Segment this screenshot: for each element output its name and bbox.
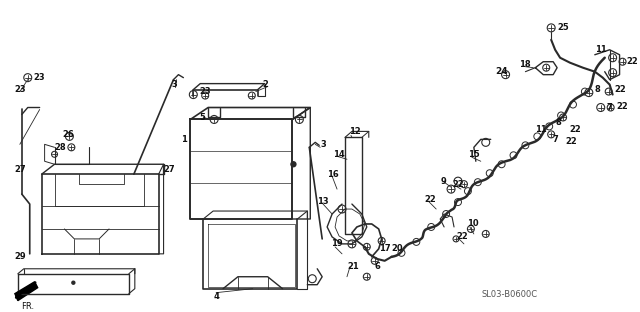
- Circle shape: [364, 243, 371, 250]
- Text: 22: 22: [569, 125, 580, 134]
- Text: 18: 18: [520, 60, 531, 69]
- Text: 15: 15: [468, 150, 479, 159]
- Text: 7: 7: [607, 103, 612, 112]
- Circle shape: [486, 170, 493, 177]
- Circle shape: [474, 179, 481, 186]
- Circle shape: [68, 144, 75, 151]
- Circle shape: [585, 89, 593, 96]
- Text: 9: 9: [440, 177, 446, 186]
- Circle shape: [609, 69, 616, 77]
- Circle shape: [548, 131, 555, 138]
- Text: 8: 8: [595, 85, 600, 94]
- Text: 21: 21: [347, 262, 358, 271]
- Circle shape: [546, 123, 553, 130]
- Circle shape: [248, 92, 255, 99]
- Text: SL03-B0600C: SL03-B0600C: [482, 290, 538, 299]
- Text: 28: 28: [54, 143, 66, 152]
- Circle shape: [454, 177, 462, 185]
- Text: 27: 27: [164, 165, 175, 174]
- Circle shape: [443, 211, 449, 217]
- Text: 17: 17: [379, 244, 390, 253]
- Text: 26: 26: [63, 130, 74, 139]
- Text: 2: 2: [262, 80, 269, 89]
- Text: 22: 22: [616, 102, 628, 111]
- Circle shape: [467, 226, 474, 232]
- Text: 19: 19: [331, 239, 343, 248]
- Circle shape: [570, 101, 577, 108]
- Circle shape: [428, 223, 435, 231]
- Circle shape: [65, 132, 74, 140]
- Circle shape: [557, 112, 564, 119]
- Circle shape: [498, 161, 505, 168]
- Circle shape: [483, 231, 489, 237]
- Circle shape: [348, 240, 356, 248]
- Text: 20: 20: [392, 244, 403, 253]
- Circle shape: [24, 74, 32, 82]
- Text: 24: 24: [495, 67, 508, 76]
- Text: 22: 22: [452, 180, 464, 189]
- Circle shape: [534, 133, 541, 140]
- Text: 22: 22: [614, 85, 627, 94]
- Circle shape: [453, 236, 459, 242]
- Circle shape: [202, 92, 209, 99]
- Circle shape: [581, 88, 588, 95]
- Circle shape: [308, 275, 316, 283]
- Text: 8: 8: [555, 118, 561, 127]
- Text: 23: 23: [199, 87, 211, 96]
- Text: FR.: FR.: [21, 302, 35, 311]
- Circle shape: [338, 205, 346, 213]
- Circle shape: [52, 151, 58, 157]
- Circle shape: [364, 273, 371, 280]
- Text: 11: 11: [535, 125, 547, 134]
- Circle shape: [609, 54, 616, 62]
- Polygon shape: [15, 282, 38, 301]
- Circle shape: [460, 181, 467, 188]
- Circle shape: [291, 162, 296, 167]
- Circle shape: [378, 237, 385, 244]
- Circle shape: [447, 185, 455, 193]
- Circle shape: [189, 90, 197, 99]
- Circle shape: [210, 115, 218, 124]
- Text: 6: 6: [375, 262, 381, 271]
- Text: 11: 11: [595, 45, 607, 54]
- Text: 29: 29: [14, 252, 26, 261]
- Text: 3: 3: [320, 140, 326, 149]
- Circle shape: [607, 104, 614, 111]
- Circle shape: [72, 281, 75, 284]
- Text: 1: 1: [181, 135, 188, 144]
- Text: 27: 27: [14, 165, 26, 174]
- Text: 7: 7: [552, 135, 558, 144]
- Circle shape: [398, 249, 405, 256]
- Circle shape: [605, 88, 612, 95]
- Circle shape: [454, 199, 461, 206]
- Text: 4: 4: [213, 292, 219, 301]
- Text: 22: 22: [424, 195, 436, 204]
- Circle shape: [543, 64, 550, 71]
- Text: 16: 16: [327, 170, 339, 179]
- Text: 14: 14: [333, 150, 345, 159]
- Circle shape: [596, 104, 605, 111]
- Circle shape: [465, 188, 472, 195]
- Text: 5: 5: [199, 113, 205, 122]
- Text: 22: 22: [627, 57, 638, 66]
- Text: 25: 25: [557, 23, 569, 32]
- Text: 10: 10: [467, 219, 479, 228]
- Circle shape: [522, 142, 529, 149]
- Circle shape: [502, 71, 509, 79]
- Circle shape: [296, 115, 303, 124]
- Text: 3: 3: [172, 80, 177, 89]
- Text: 23: 23: [34, 73, 45, 82]
- Circle shape: [619, 58, 626, 65]
- Circle shape: [559, 114, 566, 121]
- Circle shape: [413, 238, 420, 245]
- Text: 22: 22: [456, 232, 468, 241]
- Circle shape: [482, 138, 490, 146]
- Text: 12: 12: [349, 127, 361, 136]
- Circle shape: [371, 257, 378, 264]
- Text: 22: 22: [565, 137, 577, 146]
- Text: 13: 13: [317, 197, 329, 206]
- Circle shape: [547, 24, 555, 32]
- Text: 23: 23: [15, 85, 26, 94]
- Circle shape: [510, 152, 517, 159]
